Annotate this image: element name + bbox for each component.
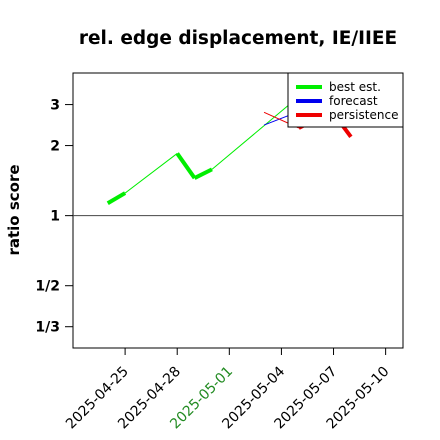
y-tick-label: 2 xyxy=(50,139,60,155)
x-axis: 2025-04-252025-04-282025-05-012025-05-04… xyxy=(63,348,392,432)
y-axis: 1/3 1/2 1 2 3 xyxy=(35,98,73,336)
plot-area xyxy=(72,72,404,349)
plot-frame xyxy=(72,72,404,349)
y-tick-label: 1/2 xyxy=(35,279,60,295)
series-best-est xyxy=(106,81,317,206)
legend-label: best est. xyxy=(329,80,381,94)
y-axis-label: ratio score xyxy=(5,164,23,255)
y-tick-label: 1/3 xyxy=(35,320,60,336)
y-tick-label: 1 xyxy=(50,209,60,225)
y-tick-label: 3 xyxy=(50,98,60,114)
legend-label: persistence xyxy=(329,108,398,122)
legend-label: forecast xyxy=(329,94,378,108)
series-segment xyxy=(124,153,178,194)
series-segment xyxy=(193,167,213,180)
series-segment xyxy=(175,152,197,180)
chart-title: rel. edge displacement, IE/IIEE xyxy=(79,28,397,49)
series-segment xyxy=(106,191,127,206)
